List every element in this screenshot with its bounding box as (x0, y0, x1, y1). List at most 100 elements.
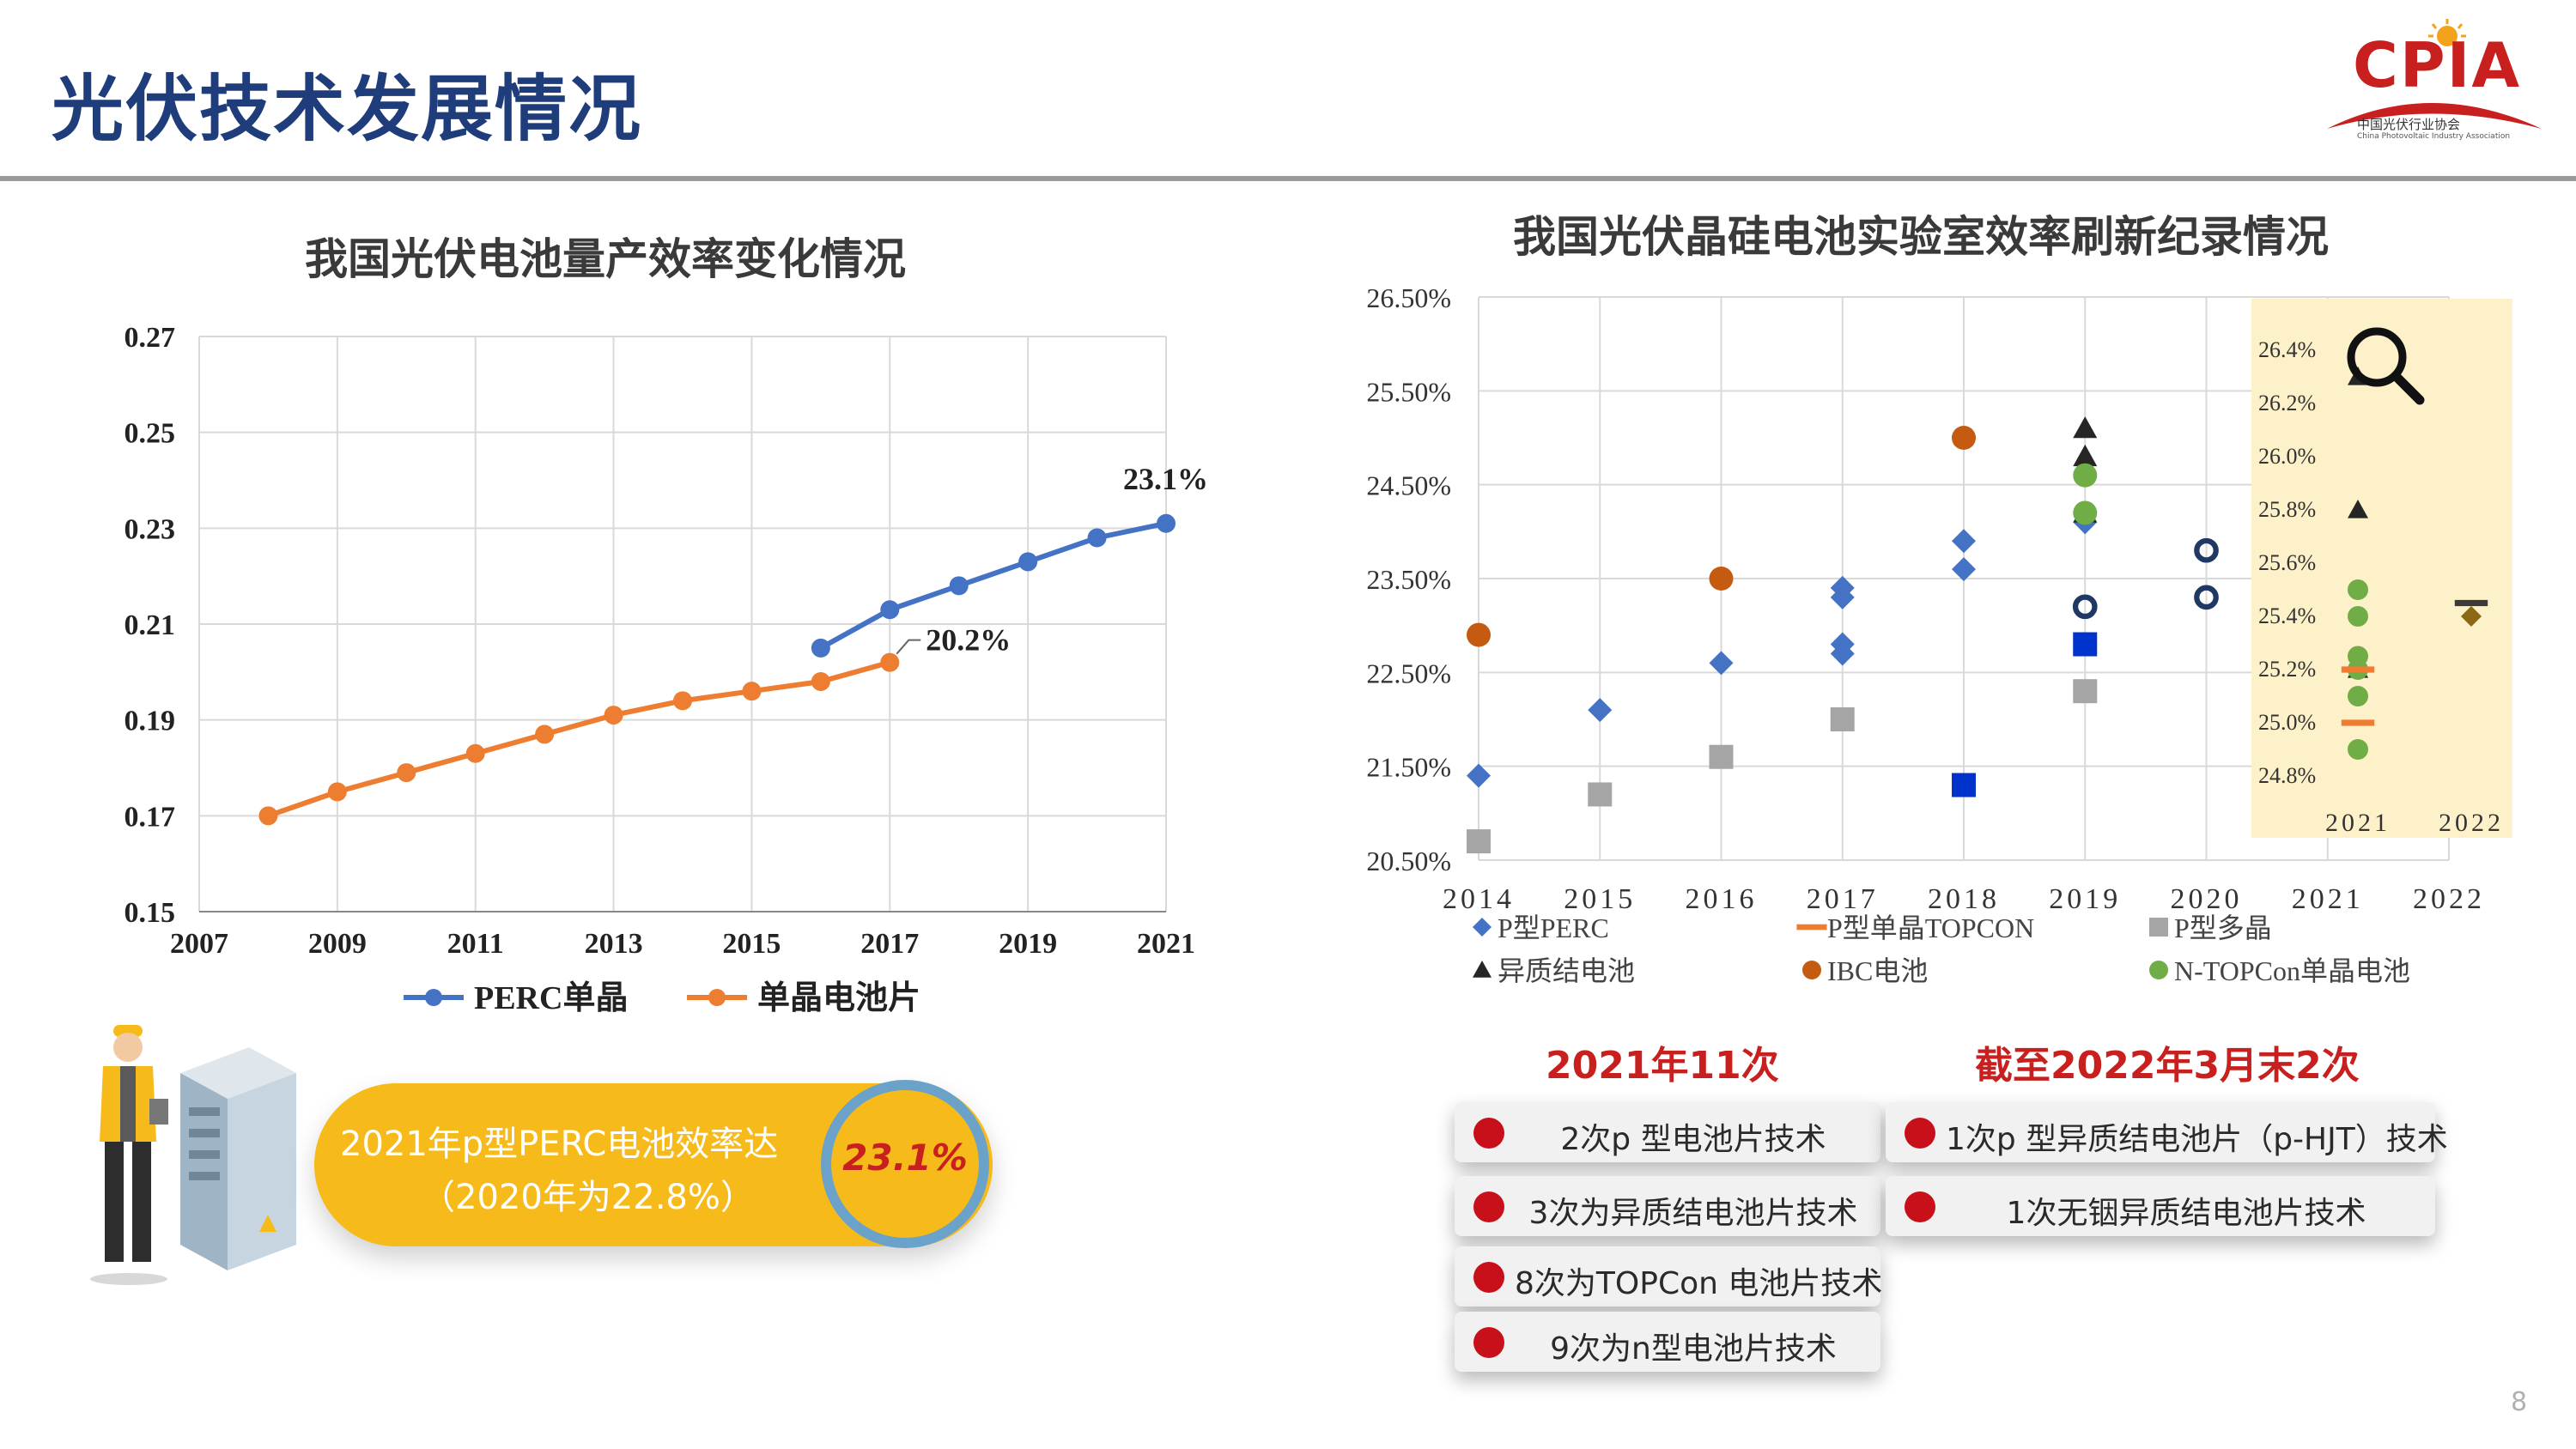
logo-subtitle: 中国光伏行业协会 (2357, 117, 2461, 132)
y-tick-label: 0.17 (125, 801, 176, 833)
x-tick-label: 2011 (447, 928, 504, 960)
data-point (1952, 557, 1976, 582)
data-point (1588, 782, 1613, 807)
logo-text: CPIA (2353, 29, 2522, 101)
legend-label: PERC单晶 (474, 980, 628, 1016)
x-tick-label: 2018 (1928, 883, 2000, 915)
legend-marker (425, 989, 442, 1006)
y-tick-label: 0.27 (125, 322, 176, 354)
data-point (1018, 552, 1038, 572)
data-point (673, 691, 692, 711)
data-point (2073, 679, 2098, 704)
right-chart-title: 我国光伏晶硅电池实验室效率刷新纪录情况 (1513, 212, 2329, 262)
red-bullet-icon (1905, 1191, 1935, 1222)
server-rack-icon (180, 1047, 296, 1270)
record-item: 1次p 型异质结电池片（p-HJT）技术 (1886, 1102, 2448, 1162)
legend-marker (1796, 924, 1827, 931)
data-point (258, 806, 278, 826)
data-point (2072, 594, 2098, 620)
data-point (535, 724, 555, 744)
legend-marker (2149, 918, 2168, 937)
magnifier-icon (2347, 327, 2425, 405)
inset-data-point (2348, 579, 2368, 600)
inset-y-tick-label: 25.6% (2258, 550, 2316, 575)
legend-marker (1473, 918, 1492, 937)
data-point (1830, 585, 1855, 609)
x-tick-label: 2017 (1807, 883, 1879, 915)
y-tick-label: 24.50% (1366, 470, 1451, 501)
cpia-logo (2327, 19, 2542, 129)
y-tick-label: 0.25 (125, 418, 176, 450)
data-point (1588, 698, 1613, 723)
red-bullet-icon (1905, 1118, 1935, 1149)
inset-data-point (2348, 686, 2368, 706)
data-label: 20.2% (926, 623, 1011, 658)
legend-marker (1802, 961, 1821, 979)
data-point (811, 672, 830, 691)
magnifier-handle (2391, 371, 2425, 405)
y-tick-label: 22.50% (1366, 658, 1451, 688)
x-tick-label: 2020 (2171, 883, 2243, 915)
data-point (880, 652, 900, 672)
data-point (1087, 528, 1107, 548)
page-title: 光伏技术发展情况 (52, 67, 643, 151)
record-item: 8次为TOPCon 电池片技术 (1455, 1246, 1883, 1307)
data-point (327, 782, 347, 802)
right-scatter-chart: 26.50% 25.50% 24.50% 23.50% 22.50% 21.50% 20.5… (1366, 282, 2512, 986)
inset-y-tick-label: 25.4% (2258, 603, 2316, 628)
legend-label: N-TOPCon单晶电池 (2174, 955, 2410, 986)
records-right-heading: 截至2022年3月末2次 (1975, 1044, 2360, 1088)
inset-data-point (2341, 719, 2375, 726)
data-point (397, 763, 416, 783)
y-tick-label: 0.19 (125, 706, 176, 737)
highlight-line1: 2021年p型PERC电池效率达 (340, 1125, 779, 1164)
records-left-heading: 2021年11次 (1546, 1044, 1779, 1088)
inset-data-point (2454, 599, 2488, 607)
y-tick-label: 20.50% (1366, 846, 1451, 876)
record-item: 9次为n型电池片技术 (1455, 1312, 1880, 1372)
inset-y-tick-label: 24.8% (2258, 763, 2316, 788)
data-point (2073, 463, 2098, 488)
legend-label: IBC电池 (1827, 955, 1928, 986)
label-leader-line (896, 639, 921, 655)
data-point (2073, 416, 2098, 439)
y-tick-label: 21.50% (1366, 752, 1451, 783)
record-item-label: 1次p 型异质结电池片（p-HJT）技术 (1946, 1122, 2448, 1157)
data-point (1467, 763, 1491, 788)
left-chart-title: 我国光伏电池量产效率变化情况 (305, 234, 906, 284)
data-point (1952, 426, 1976, 450)
x-tick-label: 2021 (2292, 883, 2364, 915)
logo-sun-icon (2428, 19, 2466, 46)
x-tick-label: 2022 (2413, 883, 2485, 915)
y-tick-label: 26.50% (1366, 282, 1451, 313)
data-point (1830, 641, 1855, 666)
y-tick-label: 0.23 (125, 513, 176, 545)
data-point (1709, 651, 1734, 676)
inset-data-point (2341, 666, 2375, 673)
record-item-label: 1次无铟异质结电池片技术 (2006, 1196, 2366, 1231)
highlight-value: 23.1% (842, 1137, 968, 1179)
page-number: 8 (2511, 1387, 2528, 1417)
series-line (819, 520, 1167, 651)
data-point (2073, 444, 2098, 467)
series-line (267, 659, 891, 819)
logo-swoosh (2327, 103, 2542, 129)
y-tick-label: 0.21 (125, 609, 176, 641)
x-tick-label: 2019 (2049, 883, 2121, 915)
x-tick-label: 2015 (1564, 883, 1636, 915)
y-tick-label: 0.15 (125, 897, 176, 929)
data-label: 23.1% (1123, 462, 1208, 496)
inset-x-tick-label: 2022 (2439, 809, 2504, 837)
inset-y-tick-label: 26.2% (2258, 391, 2316, 415)
legend-label: P型单晶TOPCON (1827, 912, 2034, 943)
data-point (2073, 632, 2098, 657)
inset-data-point (2348, 500, 2368, 518)
data-point (604, 706, 623, 725)
legend-marker (708, 989, 726, 1006)
x-tick-label: 2013 (585, 928, 643, 960)
record-item-label: 8次为TOPCon 电池片技术 (1515, 1266, 1883, 1301)
data-point (2194, 585, 2219, 610)
inset-data-point (2348, 739, 2368, 760)
